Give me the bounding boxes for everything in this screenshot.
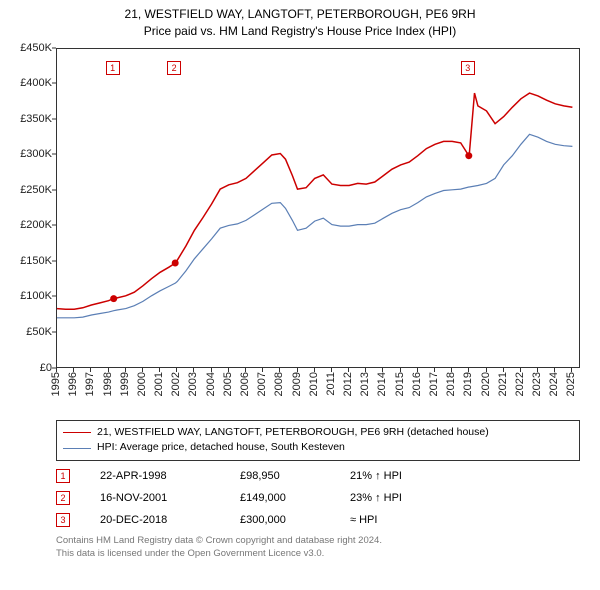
plot-marker-1: 1 <box>106 61 120 75</box>
sales-table: 1 22-APR-1998 £98,950 21% ↑ HPI 2 16-NOV… <box>56 469 590 527</box>
sales-row: 1 22-APR-1998 £98,950 21% ↑ HPI <box>56 469 590 483</box>
sales-row: 2 16-NOV-2001 £149,000 23% ↑ HPI <box>56 491 590 505</box>
x-axis-label: 2025 <box>565 372 577 396</box>
x-axis-label: 2007 <box>256 372 268 396</box>
line-svg <box>57 49 579 367</box>
sale-price: £300,000 <box>240 514 320 526</box>
legend-swatch-property <box>63 432 91 433</box>
x-axis-label: 2019 <box>462 372 474 396</box>
chart-area: £0£50K£100K£150K£200K£250K£300K£350K£400… <box>10 44 590 414</box>
x-axis-label: 2002 <box>170 372 182 396</box>
x-axis-label: 2022 <box>514 372 526 396</box>
footer-line1: Contains HM Land Registry data © Crown c… <box>56 535 590 548</box>
x-axis-label: 2003 <box>187 372 199 396</box>
y-axis-label: £200K <box>20 219 52 231</box>
series-line-hpi <box>57 134 572 317</box>
series-line-property <box>57 93 572 309</box>
sale-date: 22-APR-1998 <box>100 470 210 482</box>
sale-hpi: 23% ↑ HPI <box>350 492 440 504</box>
sale-hpi: ≈ HPI <box>350 514 440 526</box>
x-axis-label: 2015 <box>394 372 406 396</box>
x-axis-label: 2017 <box>428 372 440 396</box>
sale-marker-2: 2 <box>56 491 70 505</box>
x-axis-label: 2014 <box>376 372 388 396</box>
sale-hpi: 21% ↑ HPI <box>350 470 440 482</box>
legend-row-property: 21, WESTFIELD WAY, LANGTOFT, PETERBOROUG… <box>63 425 573 441</box>
x-axis-label: 2005 <box>222 372 234 396</box>
y-axis-label: £150K <box>20 255 52 267</box>
legend-row-hpi: HPI: Average price, detached house, Sout… <box>63 440 573 456</box>
plot-marker-2: 2 <box>167 61 181 75</box>
x-axis-label: 2001 <box>153 372 165 396</box>
x-axis-label: 1995 <box>50 372 62 396</box>
title-subtitle: Price paid vs. HM Land Registry's House … <box>10 23 590 40</box>
x-axis-label: 2011 <box>325 372 337 396</box>
sale-date: 20-DEC-2018 <box>100 514 210 526</box>
sale-dot-3 <box>465 152 472 159</box>
legend: 21, WESTFIELD WAY, LANGTOFT, PETERBOROUG… <box>56 420 580 462</box>
footer-line2: This data is licensed under the Open Gov… <box>56 548 590 561</box>
x-axis-label: 2018 <box>445 372 457 396</box>
x-axis-label: 2020 <box>480 372 492 396</box>
sale-dot-2 <box>172 259 179 266</box>
x-axis-label: 2012 <box>342 372 354 396</box>
x-axis-label: 1997 <box>84 372 96 396</box>
chart-container: 21, WESTFIELD WAY, LANGTOFT, PETERBOROUG… <box>0 0 600 590</box>
title-address: 21, WESTFIELD WAY, LANGTOFT, PETERBOROUG… <box>10 6 590 23</box>
legend-label-property: 21, WESTFIELD WAY, LANGTOFT, PETERBOROUG… <box>97 425 489 441</box>
legend-swatch-hpi <box>63 448 91 449</box>
y-axis-label: £450K <box>20 42 52 54</box>
chart-title: 21, WESTFIELD WAY, LANGTOFT, PETERBOROUG… <box>10 6 590 40</box>
plot-marker-3: 3 <box>461 61 475 75</box>
legend-label-hpi: HPI: Average price, detached house, Sout… <box>97 440 345 456</box>
x-axis-label: 2013 <box>359 372 371 396</box>
x-axis-label: 2009 <box>291 372 303 396</box>
x-axis-label: 1998 <box>102 372 114 396</box>
plot-area <box>56 48 580 368</box>
x-axis-label: 1996 <box>67 372 79 396</box>
x-axis-label: 2024 <box>548 372 560 396</box>
x-axis-label: 2008 <box>273 372 285 396</box>
x-axis-label: 2000 <box>136 372 148 396</box>
x-axis-label: 2010 <box>308 372 320 396</box>
y-axis-label: £250K <box>20 184 52 196</box>
x-axis-label: 2023 <box>531 372 543 396</box>
x-axis-label: 1999 <box>119 372 131 396</box>
y-axis-label: £300K <box>20 148 52 160</box>
y-axis-label: £350K <box>20 113 52 125</box>
sale-dot-1 <box>110 295 117 302</box>
x-axis-label: 2021 <box>497 372 509 396</box>
y-axis-label: £100K <box>20 290 52 302</box>
y-axis-label: £400K <box>20 77 52 89</box>
sales-row: 3 20-DEC-2018 £300,000 ≈ HPI <box>56 513 590 527</box>
x-axis-label: 2016 <box>411 372 423 396</box>
sale-date: 16-NOV-2001 <box>100 492 210 504</box>
sale-marker-3: 3 <box>56 513 70 527</box>
sale-price: £98,950 <box>240 470 320 482</box>
footer: Contains HM Land Registry data © Crown c… <box>56 535 590 561</box>
sale-marker-1: 1 <box>56 469 70 483</box>
y-axis-label: £50K <box>26 326 52 338</box>
x-axis-label: 2006 <box>239 372 251 396</box>
sale-price: £149,000 <box>240 492 320 504</box>
x-axis-label: 2004 <box>205 372 217 396</box>
